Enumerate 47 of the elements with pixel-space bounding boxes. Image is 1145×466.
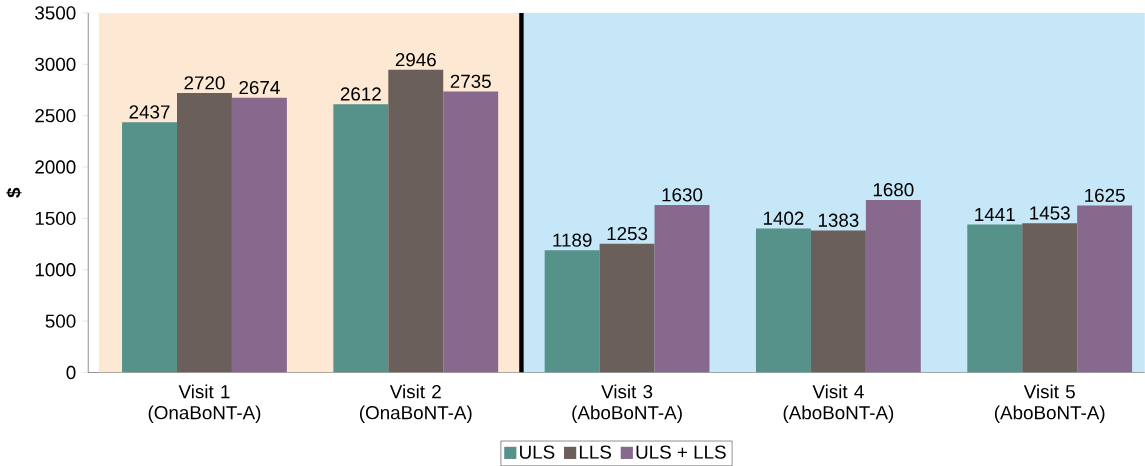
- bar: [1022, 223, 1078, 373]
- data-label: 2720: [184, 76, 225, 90]
- x-tick-label: Visit 3 (AboBoNT-A): [572, 384, 682, 424]
- data-label: 1383: [818, 213, 859, 227]
- bar: [443, 91, 499, 373]
- bar: [122, 122, 177, 373]
- x-tick-label: Visit 2 (OnaBoNT-A): [359, 384, 472, 424]
- bar: [654, 205, 710, 373]
- legend-label: ULS + LLS: [636, 445, 726, 459]
- x-tick-label: Visit 1 (OnaBoNT-A): [148, 384, 261, 424]
- y-axis-title: $: [6, 187, 22, 198]
- data-label: 1680: [873, 183, 914, 197]
- data-label: 2735: [450, 74, 491, 88]
- y-tick-label: 3500: [35, 6, 76, 20]
- data-label: 1253: [607, 226, 648, 241]
- x-tick-label: Visit 4 (AboBoNT-A): [783, 384, 894, 424]
- data-label: 2437: [129, 105, 170, 119]
- bar: [1077, 205, 1133, 373]
- bar: [865, 199, 921, 373]
- y-tick-label: 1500: [35, 211, 76, 226]
- bar: [231, 97, 287, 373]
- bar: [599, 243, 655, 373]
- y-tick-label: 1000: [35, 263, 76, 277]
- bar: [967, 224, 1023, 373]
- y-tick-label: 500: [45, 314, 76, 328]
- data-label: 1189: [553, 233, 592, 247]
- bar: [755, 228, 811, 373]
- data-label: 1630: [662, 188, 703, 202]
- bar: [388, 69, 444, 373]
- bar: [544, 250, 600, 373]
- data-label: 2674: [239, 80, 280, 95]
- legend-label: ULS: [520, 445, 555, 459]
- y-tick-label: 0: [66, 365, 76, 380]
- data-label: 1625: [1085, 188, 1125, 202]
- data-label: 1453: [1030, 206, 1070, 220]
- x-tick-label: Visit 5 (AboBoNT-A): [994, 384, 1105, 424]
- bar: [177, 93, 232, 373]
- bar: [810, 230, 866, 373]
- data-label: 1441: [975, 207, 1015, 221]
- data-label: 1402: [763, 211, 804, 225]
- legend-label: LLS: [579, 445, 612, 459]
- y-tick-label: 3000: [35, 57, 76, 71]
- y-tick-label: 2000: [35, 160, 76, 174]
- y-tick-label: 2500: [35, 108, 76, 123]
- bar: [333, 104, 389, 373]
- data-label: 2946: [395, 52, 436, 67]
- data-label: 2612: [340, 87, 381, 101]
